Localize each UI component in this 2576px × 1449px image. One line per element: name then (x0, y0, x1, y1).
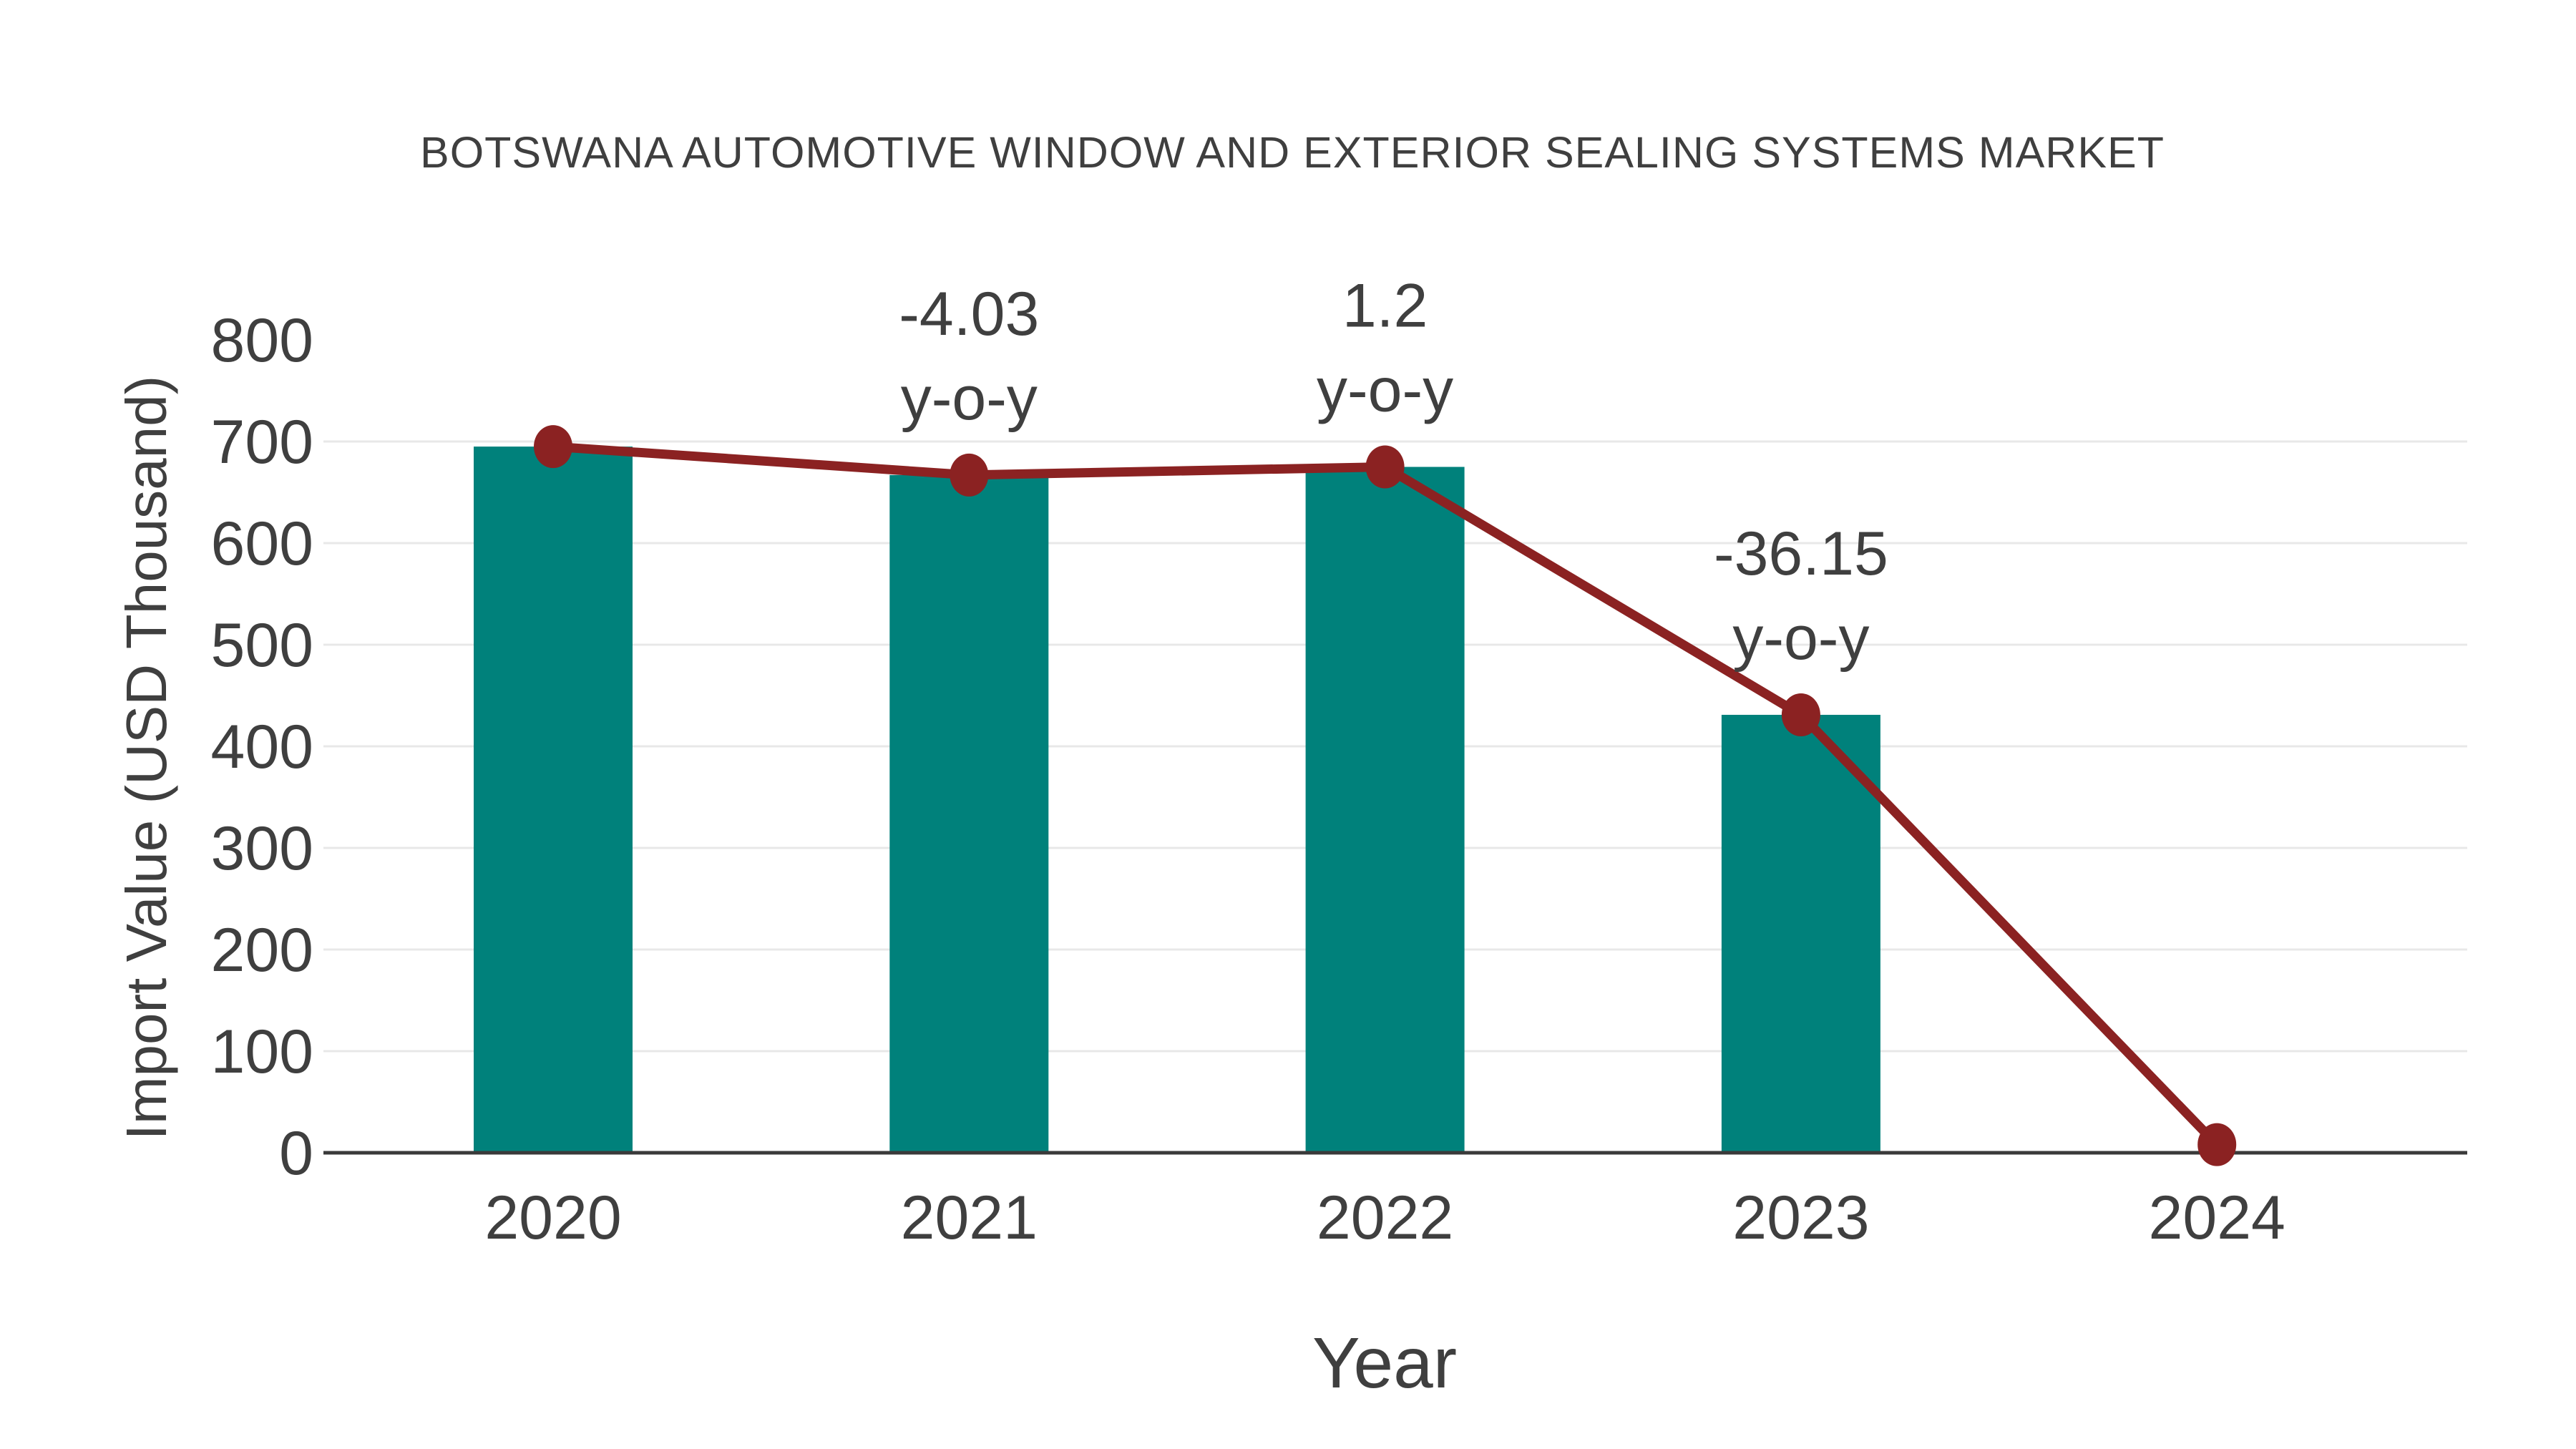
bar-2023 (1721, 714, 1880, 1153)
y-tick-label-700: 700 (211, 408, 314, 477)
chart-title: BOTSWANA AUTOMOTIVE WINDOW AND EXTERIOR … (420, 128, 2165, 177)
x-axis-title: Year (1312, 1323, 1458, 1403)
annotation-2021-line2: y-o-y (901, 364, 1038, 433)
y-tick-label-600: 600 (211, 509, 314, 578)
y-tick-label-400: 400 (211, 713, 314, 781)
marker-2023 (1781, 693, 1820, 736)
y-tick-label-200: 200 (211, 916, 314, 985)
bar-2022 (1305, 467, 1465, 1153)
bar-2021 (889, 474, 1049, 1153)
y-tick-label-0: 0 (279, 1119, 313, 1188)
annotation-2022-line1: 1.2 (1342, 272, 1428, 341)
y-axis-title: Import Value (USD Thousand) (114, 375, 178, 1141)
marker-2020 (534, 425, 572, 469)
x-tick-label-2023: 2023 (1732, 1184, 1869, 1252)
marker-2021 (950, 453, 989, 497)
bar-2020 (474, 447, 633, 1153)
y-tick-label-500: 500 (211, 611, 314, 680)
annotation-2023-line1: -36.15 (1714, 519, 1888, 588)
y-tick-label-300: 300 (211, 814, 314, 883)
x-tick-label-2022: 2022 (1317, 1184, 1453, 1252)
marker-2022 (1365, 445, 1405, 489)
x-tick-label-2024: 2024 (2149, 1184, 2285, 1252)
annotation-2021-line1: -4.03 (899, 280, 1039, 348)
x-tick-label-2020: 2020 (484, 1184, 621, 1252)
annotation-2022-line2: y-o-y (1317, 356, 1453, 425)
annotation-2023-line2: y-o-y (1732, 604, 1869, 673)
x-tick-label-2021: 2021 (901, 1184, 1038, 1252)
y-tick-label-100: 100 (211, 1018, 314, 1086)
y-tick-label-800: 800 (211, 306, 314, 375)
marker-2024 (2197, 1123, 2237, 1166)
